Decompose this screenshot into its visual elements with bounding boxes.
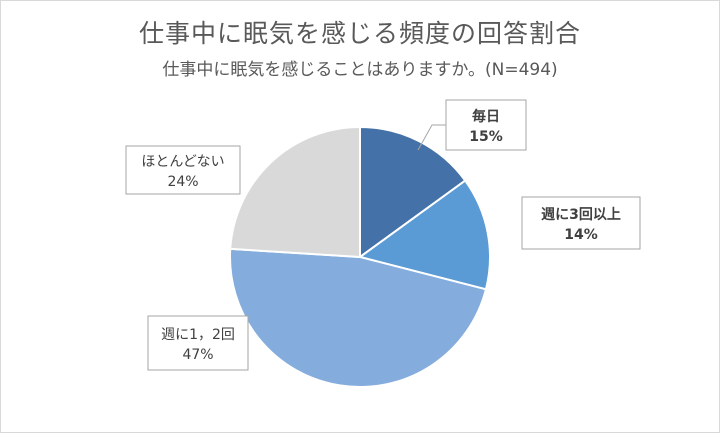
slice-category-label: 週に3回以上 [541,207,621,223]
pie-slice-0 [359,125,467,259]
slice-category-label: ほとんどない [141,154,224,170]
slice-category-label: 毎日 [472,108,500,125]
pie-slice-2 [229,247,488,388]
data-label-3: ほとんどない 24% [125,145,241,195]
slice-value-label: 15% [469,129,503,145]
data-label-box [521,196,641,250]
slice-value-label: 24% [167,174,198,190]
data-label-1: 週に3回以上 14% [521,196,641,250]
slice-category-label: 週に1，2回 [161,327,235,343]
data-label-box [445,99,527,151]
slice-value-label: 47% [182,347,213,363]
pie-slice-3 [229,125,361,259]
slice-value-label: 14% [564,227,598,243]
data-label-2: 週に1，2回 47% [147,315,249,371]
chart-subtitle: 仕事中に眠気を感じることはありますか。(N=494) [162,60,558,80]
pie-slice-1 [357,179,491,291]
chart-title: 仕事中に眠気を感じる頻度の回答割合 [138,19,581,48]
data-label-box [147,315,249,371]
data-label-box [125,145,241,195]
leader-line-0 [417,124,446,151]
data-label-0: 毎日 15% [445,99,527,151]
